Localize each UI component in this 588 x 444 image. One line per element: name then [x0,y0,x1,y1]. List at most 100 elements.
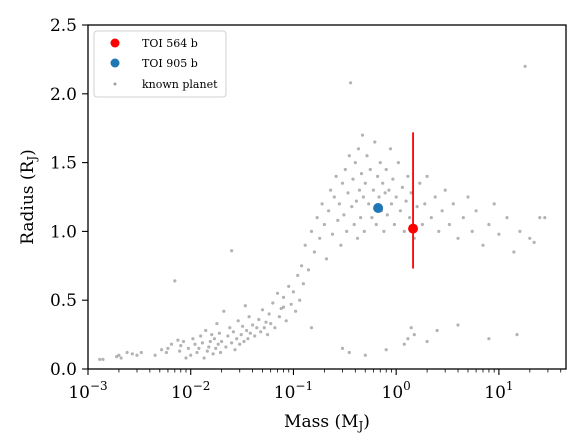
known-planet-point [135,353,139,357]
known-planet-point [351,177,355,181]
legend-box [93,30,227,98]
known-planet-point [197,346,201,350]
known-planet-point [189,353,193,357]
known-planet-point [176,338,180,342]
known-planet-point [257,317,261,322]
known-planet-point [340,181,345,185]
known-planet-point [378,161,382,165]
legend-label-known: known planet [142,78,218,91]
known-planet-point [384,167,388,172]
known-planet-point [512,250,516,254]
known-planet-point [388,147,393,151]
known-planet-point [456,236,460,240]
known-planet-point [481,243,485,247]
known-planet-point [381,181,385,185]
known-planet-point [115,355,119,359]
known-planet-point [214,346,218,350]
y-axis-label: Radius (RJ) [18,149,39,245]
known-planet-point [470,229,474,233]
y-tick-label: 2.5 [50,16,77,36]
known-planet-point [289,302,293,306]
known-planet-point [334,174,338,178]
known-planet-point [402,342,406,346]
known-planet-point [400,185,404,189]
known-planet-point [277,315,281,319]
known-planet-point [262,326,266,330]
known-planet-point [329,188,333,192]
known-planet-point [287,284,291,288]
known-planet-point [193,342,197,346]
known-planet-point [350,205,354,209]
known-planet-point [532,240,536,244]
known-planet-point [125,350,129,355]
known-planet-point [264,320,268,324]
known-planet-point [248,331,252,335]
known-planet-point [191,337,195,341]
toi905-point [373,203,384,214]
known-planet-point [376,174,380,178]
known-planet-point [226,334,230,338]
known-planet-point [398,209,402,213]
known-planet-point [347,154,351,158]
known-planet-point [368,167,372,172]
known-planet-point [269,322,273,326]
known-planet-point [456,323,460,327]
known-planet-point [281,295,286,299]
x-axis-label: Mass (MJ) [284,412,370,433]
known-planet-point [220,339,224,344]
known-planet-point [415,205,419,209]
known-planet-point [238,342,242,346]
y-tick-label: 1.5 [50,154,77,174]
known-planet-point [384,348,388,352]
known-planet-point [492,202,496,206]
known-planet-point [322,222,326,227]
known-planet-point [101,357,105,361]
known-planet-point [301,282,305,286]
known-planet-point [336,218,340,222]
known-planet-point [218,350,223,355]
known-planet-point [435,328,439,333]
known-planet-point [412,333,416,337]
legend-label-toi564: TOI 564 b [142,37,198,50]
known-planet-point [217,331,221,335]
known-planet-point [497,232,501,236]
x-tick-label: 10−1 [274,379,313,403]
known-planet-point [235,337,239,341]
known-planet-point [408,216,412,220]
legend: TOI 564 b TOI 905 b known planet [93,30,227,98]
known-planet-point [443,188,447,192]
known-planet-point [487,337,491,341]
known-planet-point [409,191,413,195]
known-planet-point [242,339,246,344]
known-planet-point [356,147,361,151]
known-planet-point [543,216,547,220]
known-planet-point [273,326,277,330]
known-planet-point [215,322,219,326]
known-planet-point [420,222,424,227]
known-planet-point [195,350,199,355]
known-planet-point [359,172,364,176]
known-planet-point [300,264,304,268]
known-planet-point [340,346,345,350]
known-planet-point [231,330,235,334]
known-planet-point [394,195,398,199]
known-planet-point [309,229,314,233]
known-planet-point [324,257,329,261]
x-tick-label: 10−2 [171,379,210,403]
known-planet-point [184,356,188,360]
known-planet-point [332,195,336,199]
known-planet-point [392,222,396,227]
known-planet-point [354,199,358,203]
known-planet-point [357,188,362,192]
known-planet-point [239,333,243,337]
known-planet-series [98,64,547,361]
known-planet-point [306,268,311,272]
known-planet-point [440,209,444,213]
known-planet-point [216,342,220,346]
known-planet-point [371,188,375,192]
known-planet-point [284,319,288,323]
known-planet-point [291,290,295,294]
known-planet-point [199,334,203,338]
known-planet-point [260,308,265,312]
